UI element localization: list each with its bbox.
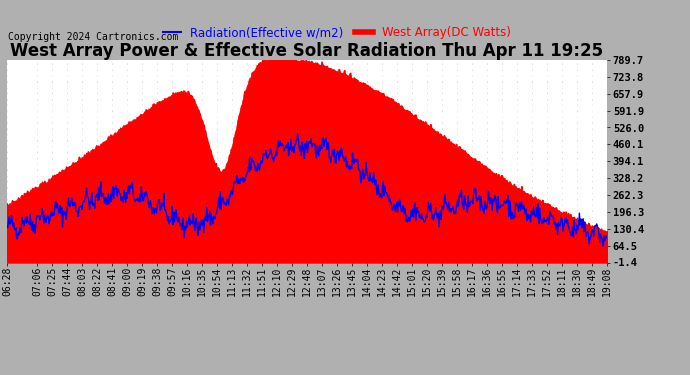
- Title: West Array Power & Effective Solar Radiation Thu Apr 11 19:25: West Array Power & Effective Solar Radia…: [10, 42, 604, 60]
- Legend: Radiation(Effective w/m2), West Array(DC Watts): Radiation(Effective w/m2), West Array(DC…: [158, 21, 516, 44]
- Text: Copyright 2024 Cartronics.com: Copyright 2024 Cartronics.com: [8, 32, 179, 42]
